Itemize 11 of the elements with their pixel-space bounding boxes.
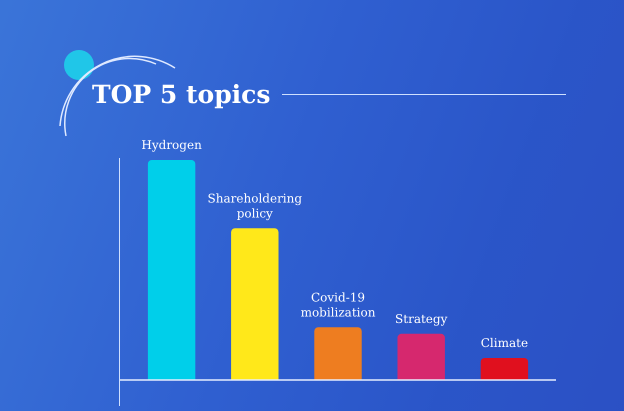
x-tick-label: Strategy	[395, 312, 448, 326]
x-tick-label: Covid-19 mobilization	[300, 290, 376, 320]
bar	[480, 358, 528, 380]
x-tick-label: Hydrogen	[141, 138, 202, 152]
bar	[148, 160, 196, 380]
bar	[231, 228, 279, 380]
x-tick-label: Climate	[480, 336, 528, 350]
chart-title: TOP 5 topics	[92, 80, 270, 109]
bar	[314, 327, 362, 380]
bar	[397, 334, 445, 380]
x-tick-label: Shareholdering policy	[208, 191, 302, 220]
